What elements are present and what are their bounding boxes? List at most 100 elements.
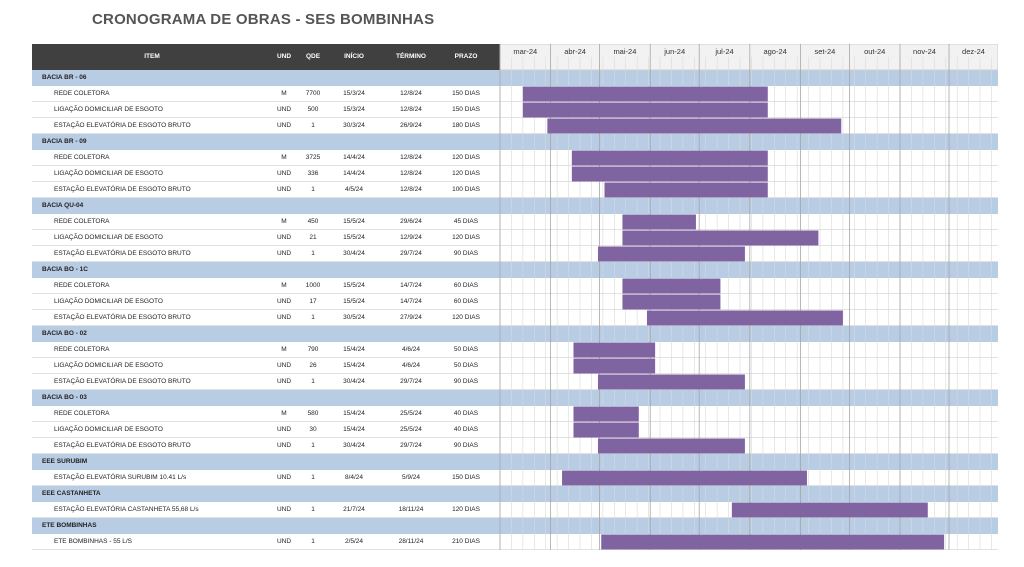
- task-item: REDE COLETORA: [54, 154, 110, 161]
- task-inicio: 15/5/24: [343, 234, 365, 241]
- task-item: REDE COLETORA: [54, 282, 110, 289]
- task-und: UND: [276, 298, 292, 305]
- task-inicio: 15/5/24: [343, 218, 365, 225]
- task-und: UND: [276, 362, 292, 369]
- task-prazo: 120 DIAS: [452, 314, 480, 321]
- table-row: REDE COLETORA M 450 15/5/24 29/6/24 45 DIAS: [32, 214, 998, 230]
- task-und: M: [281, 218, 287, 225]
- task-item: LIGAÇÃO DOMICILIAR DE ESGOTO: [54, 234, 163, 241]
- task-qde: 1: [311, 250, 315, 257]
- task-inicio: 21/7/24: [343, 506, 365, 513]
- task-termino: 12/9/24: [400, 234, 422, 241]
- group-row: EEE SURUBIM: [32, 454, 998, 470]
- task-item: LIGAÇÃO DOMICILIAR DE ESGOTO: [54, 426, 163, 433]
- table-row: REDE COLETORA M 1000 15/5/24 14/7/24 60 DIAS: [32, 278, 998, 294]
- task-qde: 3725: [305, 154, 321, 161]
- task-item: ESTAÇÃO ELEVATÓRIA DE ESGOTO BRUTO: [54, 186, 191, 193]
- task-und: UND: [276, 506, 292, 513]
- task-inicio: 30/5/24: [343, 314, 365, 321]
- task-inicio: 8/4/24: [344, 474, 364, 481]
- task-termino: 29/6/24: [400, 218, 422, 225]
- group-name: BACIA BO - 02: [42, 330, 87, 337]
- task-qde: 7700: [305, 90, 321, 97]
- task-termino: 5/9/24: [401, 474, 421, 481]
- task-und: M: [281, 282, 287, 289]
- group-name: BACIA BO - 1C: [42, 266, 88, 273]
- gantt-bar: [562, 470, 807, 486]
- task-inicio: 14/4/24: [343, 170, 365, 177]
- task-inicio: 15/5/24: [343, 298, 365, 305]
- task-prazo: 150 DIAS: [452, 474, 480, 481]
- group-row: ETE BOMBINHAS: [32, 518, 998, 534]
- gantt-bar: [604, 182, 768, 198]
- group-name: ETE BOMBINHAS: [42, 522, 97, 529]
- task-termino: 26/9/24: [400, 122, 422, 129]
- task-termino: 29/7/24: [400, 378, 422, 385]
- header-qde: QDE: [305, 53, 321, 60]
- group-name: BACIA QU-04: [42, 202, 84, 209]
- task-inicio: 15/5/24: [343, 282, 365, 289]
- gantt-bar: [522, 102, 768, 118]
- task-inicio: 14/4/24: [343, 154, 365, 161]
- task-inicio: 30/4/24: [343, 442, 365, 449]
- header-prazo: PRAZO: [454, 53, 478, 60]
- task-qde: 1: [311, 122, 315, 129]
- task-und: UND: [276, 538, 292, 545]
- task-item: REDE COLETORA: [54, 346, 110, 353]
- task-termino: 25/5/24: [400, 410, 422, 417]
- table-row: ESTAÇÃO ELEVATÓRIA SURUBIM 10.41 L/s UND 1…: [32, 470, 998, 486]
- task-termino: 14/7/24: [400, 282, 422, 289]
- task-inicio: 15/4/24: [343, 426, 365, 433]
- task-item: ESTAÇÃO ELEVATÓRIA DE ESGOTO BRUTO: [54, 122, 191, 129]
- task-inicio: 30/4/24: [343, 378, 365, 385]
- header-item: ITEM: [144, 53, 160, 60]
- task-inicio: 15/4/24: [343, 410, 365, 417]
- gantt-bar: [573, 358, 656, 374]
- task-prazo: 90 DIAS: [453, 250, 479, 257]
- task-prazo: 50 DIAS: [453, 346, 479, 353]
- task-qde: 580: [307, 410, 319, 417]
- task-und: UND: [276, 170, 292, 177]
- task-inicio: 15/4/24: [343, 346, 365, 353]
- gantt-bar: [731, 502, 928, 518]
- task-qde: 500: [307, 106, 319, 113]
- month-label: jul-24: [714, 47, 733, 56]
- gantt-bar: [622, 278, 721, 294]
- table-row: ESTAÇÃO ELEVATÓRIA DE ESGOTO BRUTO UND 1 30…: [32, 438, 998, 454]
- month-label: ago-24: [763, 47, 786, 56]
- task-prazo: 150 DIAS: [452, 106, 480, 113]
- task-item: ESTAÇÃO ELEVATÓRIA CASTANHETA 55,68 L/s: [54, 506, 199, 513]
- month-label: mar-24: [513, 47, 537, 56]
- month-label: set-24: [814, 47, 835, 56]
- task-qde: 790: [307, 346, 319, 353]
- gantt-bar: [622, 230, 819, 246]
- task-und: M: [281, 90, 287, 97]
- task-termino: 4/6/24: [401, 362, 421, 369]
- gantt-bar: [622, 294, 721, 310]
- table-row: ESTAÇÃO ELEVATÓRIA DE ESGOTO BRUTO UND 1 30…: [32, 246, 998, 262]
- month-label: mai-24: [613, 47, 636, 56]
- group-name: EEE SURUBIM: [42, 458, 88, 465]
- task-item: ESTAÇÃO ELEVATÓRIA SURUBIM 10.41 L/s: [54, 474, 187, 481]
- group-name: BACIA BR - 06: [42, 74, 87, 81]
- month-label: abr-24: [564, 47, 586, 56]
- gantt-bar: [547, 118, 842, 134]
- gantt-bar: [573, 342, 656, 358]
- group-row: BACIA BO - 1C: [32, 262, 998, 278]
- task-inicio: 15/4/24: [343, 362, 365, 369]
- task-und: UND: [276, 474, 292, 481]
- table-row: ETE BOMBINHAS - 55 L/S UND 1 2/5/24 28/11/24…: [32, 534, 998, 550]
- task-prazo: 90 DIAS: [453, 442, 479, 449]
- task-termino: 4/6/24: [401, 346, 421, 353]
- task-termino: 18/11/24: [398, 506, 424, 513]
- task-item: ESTAÇÃO ELEVATÓRIA DE ESGOTO BRUTO: [54, 378, 191, 385]
- task-item: LIGAÇÃO DOMICILIAR DE ESGOTO: [54, 106, 163, 113]
- task-termino: 12/8/24: [400, 154, 422, 161]
- gantt-bar: [597, 374, 745, 390]
- task-prazo: 50 DIAS: [453, 362, 479, 369]
- task-prazo: 210 DIAS: [452, 538, 480, 545]
- table-row: LIGAÇÃO DOMICILIAR DE ESGOTO UND 17 15/5/24…: [32, 294, 998, 310]
- task-qde: 30: [309, 426, 317, 433]
- table-row: REDE COLETORA M 3725 14/4/24 12/8/24 120 DIAS: [32, 150, 998, 166]
- group-name: BACIA BO - 03: [42, 394, 87, 401]
